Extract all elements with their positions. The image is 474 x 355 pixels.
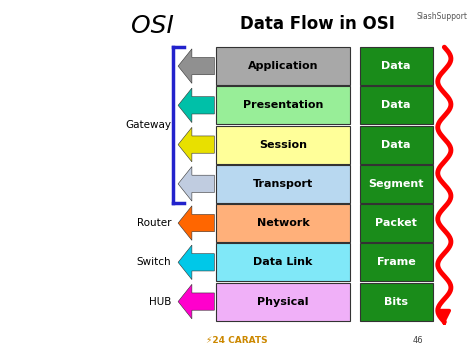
FancyBboxPatch shape [216, 244, 350, 281]
Text: Application: Application [248, 61, 318, 71]
FancyBboxPatch shape [216, 165, 350, 203]
Text: Bits: Bits [384, 296, 408, 307]
Polygon shape [178, 88, 214, 122]
Text: Gateway: Gateway [125, 120, 171, 130]
FancyBboxPatch shape [216, 86, 350, 124]
Text: Transport: Transport [253, 179, 313, 189]
FancyBboxPatch shape [359, 283, 433, 321]
Text: 46: 46 [413, 336, 424, 345]
Text: Physical: Physical [257, 296, 309, 307]
Text: ⚡24 CARATS: ⚡24 CARATS [206, 336, 268, 345]
FancyBboxPatch shape [216, 204, 350, 242]
FancyBboxPatch shape [216, 47, 350, 85]
Text: Data: Data [381, 100, 411, 110]
FancyBboxPatch shape [359, 204, 433, 242]
FancyBboxPatch shape [359, 47, 433, 85]
Polygon shape [178, 284, 214, 319]
Text: Network: Network [256, 218, 310, 228]
Text: Segment: Segment [368, 179, 424, 189]
Text: OSI: OSI [131, 14, 173, 38]
Polygon shape [178, 49, 214, 83]
Polygon shape [178, 245, 214, 280]
FancyBboxPatch shape [216, 126, 350, 164]
Text: Data: Data [381, 61, 411, 71]
Text: Frame: Frame [377, 257, 415, 267]
FancyBboxPatch shape [216, 283, 350, 321]
Text: Session: Session [259, 140, 307, 149]
FancyBboxPatch shape [359, 244, 433, 281]
Polygon shape [178, 206, 214, 240]
FancyBboxPatch shape [359, 126, 433, 164]
Polygon shape [178, 127, 214, 162]
Text: Data: Data [381, 140, 411, 149]
Text: Data Link: Data Link [253, 257, 313, 267]
Text: HUB: HUB [149, 296, 171, 307]
Text: Switch: Switch [137, 257, 171, 267]
Text: Presentation: Presentation [243, 100, 323, 110]
FancyBboxPatch shape [359, 86, 433, 124]
Text: Router: Router [137, 218, 171, 228]
Text: SlashSupport: SlashSupport [417, 12, 468, 21]
Polygon shape [178, 166, 214, 201]
Text: Packet: Packet [375, 218, 417, 228]
FancyBboxPatch shape [359, 165, 433, 203]
Text: Data Flow in OSI: Data Flow in OSI [240, 16, 394, 33]
